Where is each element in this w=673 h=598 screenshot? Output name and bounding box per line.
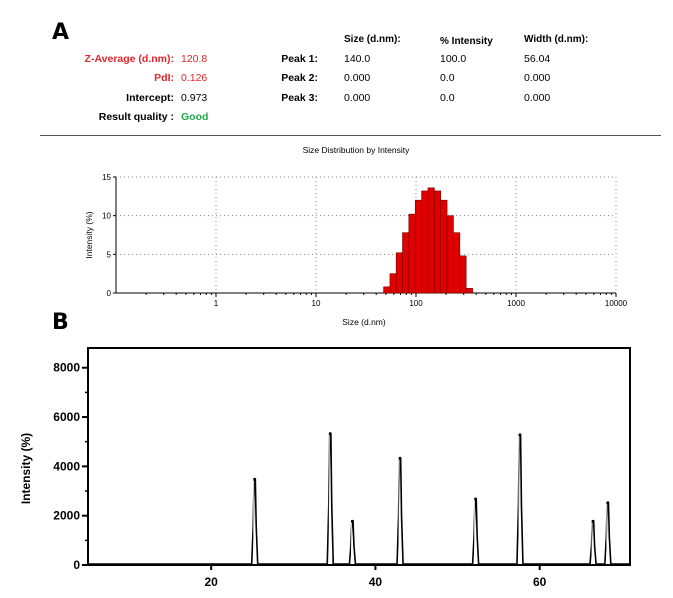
x-tick-label: 1000	[507, 299, 525, 308]
y-axis-label: Intensity (%)	[84, 211, 94, 258]
panel-b-letter: B	[52, 310, 69, 335]
width-column-header: Width (d.nm):	[524, 34, 589, 45]
z-average-value: 120.8	[181, 53, 208, 65]
plot-frame	[87, 347, 631, 566]
y-tick-label: 0	[73, 558, 80, 572]
distribution-bar	[465, 288, 473, 294]
x-tick-label: 10000	[605, 299, 628, 308]
y-tick-label: 6000	[53, 410, 80, 424]
y-tick-label: 0	[107, 289, 112, 298]
y-tick-label: 8000	[53, 361, 80, 375]
peak2-intensity: 0.0	[440, 72, 455, 84]
pdi-value: 0.126	[181, 72, 208, 84]
spectrum-line	[89, 432, 629, 565]
peak2-label: Peak 2:	[281, 72, 318, 84]
intensity-column-header: % Intensity	[440, 36, 493, 47]
x-axis-label: Size (d.nm)	[342, 317, 386, 327]
peak2-size: 0.000	[344, 72, 371, 84]
size-column-header: Size (d.nm):	[344, 34, 401, 45]
intercept-value: 0.973	[181, 92, 208, 104]
y-tick-label: 15	[102, 173, 111, 182]
x-tick-label: 100	[409, 299, 423, 308]
peak3-size: 0.000	[344, 92, 371, 104]
y-tick-label: 4000	[53, 459, 80, 473]
y-tick-label: 2000	[53, 509, 80, 523]
result-quality-value: Good	[181, 111, 209, 123]
peak2-width: 0.000	[524, 72, 551, 84]
peak1-intensity: 100.0	[440, 53, 467, 65]
panel-a-letter: A	[52, 20, 70, 45]
peak1-size: 140.0	[344, 53, 371, 65]
x-tick-label: 40	[369, 575, 383, 589]
chart-title: Size Distribution by Intensity	[303, 145, 411, 155]
pdi-label: PdI:	[154, 72, 174, 84]
section-divider	[40, 135, 661, 136]
y-tick-label: 5	[107, 250, 112, 259]
intercept-label: Intercept:	[126, 92, 174, 104]
x-tick-label: 20	[205, 575, 219, 589]
peak3-label: Peak 3:	[281, 92, 318, 104]
x-tick-label: 10	[312, 299, 321, 308]
peak3-width: 0.000	[524, 92, 551, 104]
result-quality-label: Result quality :	[98, 111, 174, 123]
y-tick-label: 10	[102, 212, 111, 221]
y-axis-label: Intensity (%)	[19, 433, 33, 504]
peak3-intensity: 0.0	[440, 92, 455, 104]
z-average-label: Z-Average (d.nm):	[84, 53, 174, 65]
distribution-bar	[459, 255, 467, 294]
x-tick-label: 60	[533, 575, 547, 589]
x-tick-label: 1	[214, 299, 219, 308]
peak1-label: Peak 1:	[281, 53, 318, 65]
peak1-width: 56.04	[524, 53, 551, 65]
